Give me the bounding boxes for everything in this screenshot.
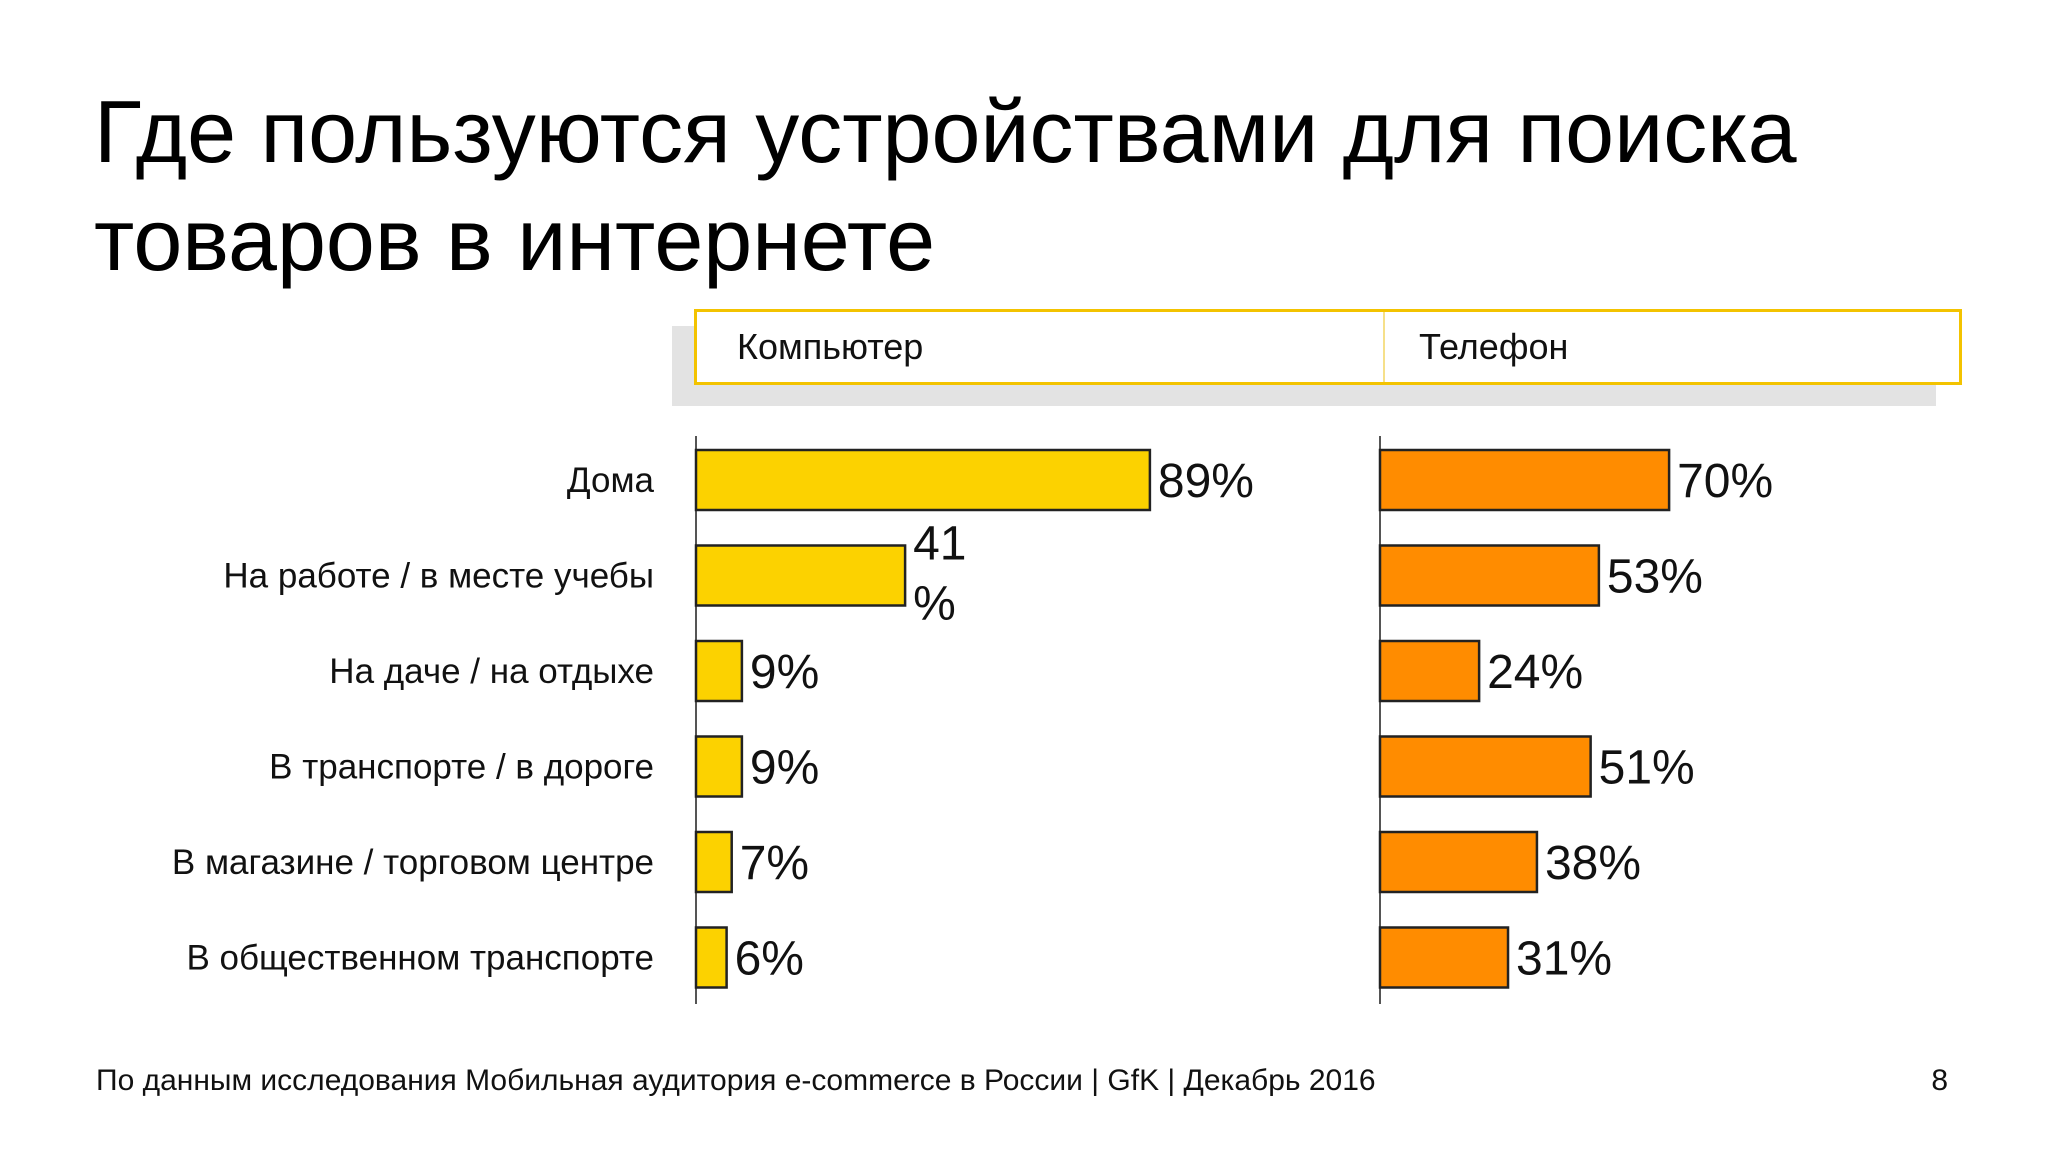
computer-bar [694, 448, 1152, 512]
column-header-bar: Компьютер Телефон [694, 309, 1962, 385]
phone-bar [1378, 448, 1671, 512]
page-number: 8 [1931, 1064, 1948, 1097]
phone-value-label: 24% [1487, 646, 1583, 699]
phone-bar [1378, 830, 1539, 894]
phone-column-header: Телефон [1419, 326, 1569, 367]
category-label: В транспорте / в дороге [269, 748, 654, 787]
phone-value-label: 31% [1516, 933, 1612, 986]
category-label: На даче / на отдыхе [329, 652, 654, 691]
phone-bar [1378, 639, 1481, 703]
phone-bar [1378, 926, 1510, 989]
computer-value-label: 9% [750, 742, 819, 795]
computer-bar [694, 544, 907, 607]
phone-bar [1378, 735, 1592, 798]
computer-value-label: 7% [740, 837, 809, 890]
computer-value-label: 41% [913, 518, 966, 631]
phone-value-label: 53% [1607, 551, 1703, 604]
category-label: В общественном транспорте [186, 939, 654, 978]
computer-bar [694, 735, 744, 798]
slide-title-line-2: товаров в интернете [94, 190, 936, 289]
computer-bar [694, 926, 728, 989]
phone-value-label: 51% [1599, 742, 1695, 795]
computer-value-label: 89% [1158, 455, 1254, 508]
computer-value-label: 9% [750, 646, 819, 699]
phone-value-label: 38% [1545, 837, 1641, 890]
computer-value-label: 6% [735, 933, 804, 986]
slide-title-line-1: Где пользуются устройствами для поиска [94, 82, 1797, 181]
computer-bar-chart: 89% 41 % 9% 9% 7% 6% [694, 436, 1254, 1004]
phone-value-label: 70% [1677, 455, 1773, 508]
computer-bar [694, 830, 733, 894]
phone-bar-chart: 70% 53% 24% 51% 38% 31% [1378, 436, 1773, 1004]
category-labels: Дома На работе / в месте учебы На даче / н… [172, 461, 655, 978]
source-note: По данным исследования Мобильная аудитор… [96, 1064, 1376, 1097]
column-header-divider [1383, 312, 1385, 382]
slide-title: Где пользуются устройствами для поиска т… [94, 78, 1797, 294]
phone-bar [1378, 544, 1601, 607]
computer-column-header: Компьютер [737, 326, 924, 367]
computer-bar [694, 639, 744, 703]
category-label: В магазине / торговом центре [172, 843, 654, 882]
category-label: Дома [567, 461, 655, 500]
category-label: На работе / в месте учебы [223, 557, 654, 596]
